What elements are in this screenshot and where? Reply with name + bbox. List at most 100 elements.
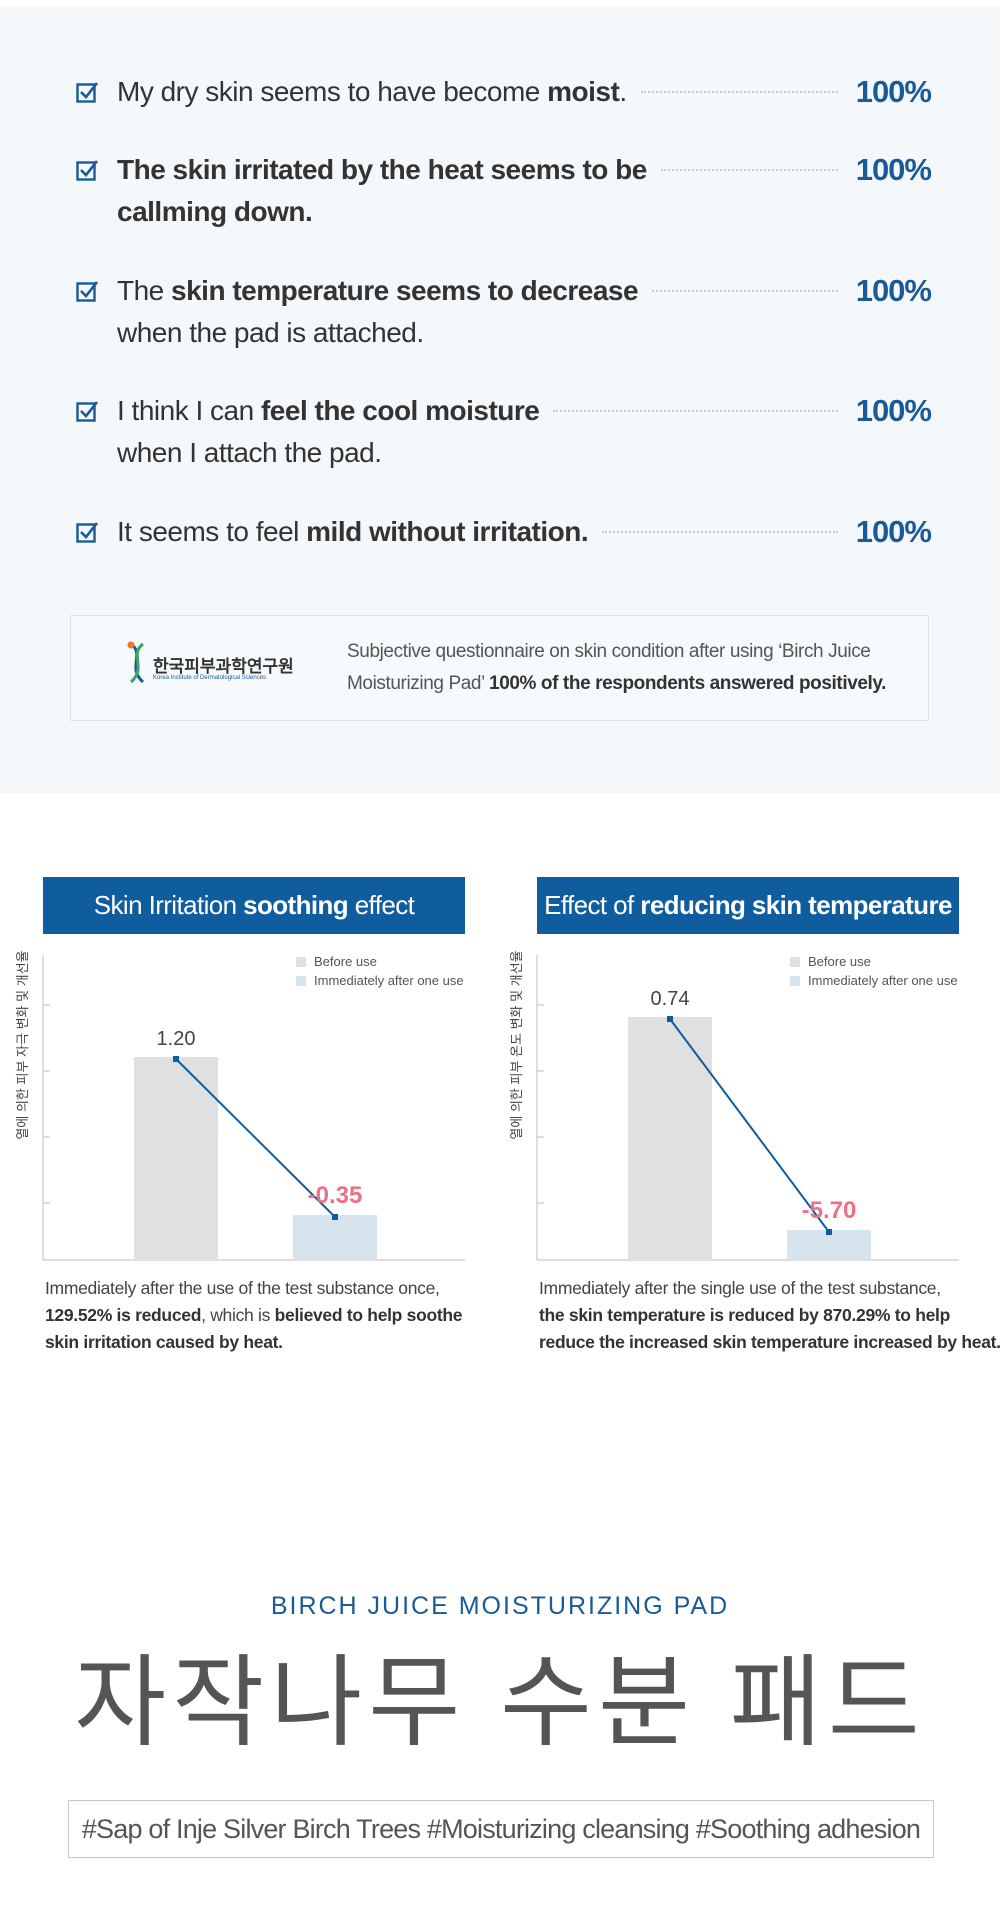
note-line: Subjective questionnaire on skin conditi… bbox=[347, 641, 871, 662]
y-axis-label: 열에 의한 피부 온도 변화 및 개선율 bbox=[509, 950, 524, 1139]
text: I think I can bbox=[117, 395, 261, 426]
bold-text: mild without irritation. bbox=[306, 516, 589, 547]
chart-plot: 열에 의한 피부 자극 변화 및 개선율 Before use Immediatel… bbox=[15, 950, 465, 1261]
checkbox bbox=[76, 401, 98, 422]
text: Immediately after the use of the test su… bbox=[45, 1278, 440, 1298]
survey-item: It seems to feel mild without irritation… bbox=[76, 512, 932, 552]
item-row: The skin temperature seems to decrease 10… bbox=[76, 271, 932, 311]
text: , which is bbox=[201, 1305, 275, 1325]
percent: 100% bbox=[855, 514, 932, 549]
checkbox bbox=[76, 82, 98, 103]
legend-swatch bbox=[790, 976, 800, 986]
percent: 100% bbox=[855, 74, 932, 109]
percent: 100% bbox=[855, 273, 932, 308]
chart-caption: Immediately after the use of the test su… bbox=[45, 1275, 515, 1356]
item-line: when I attach the pad. bbox=[117, 431, 931, 475]
caption-line: the skin temperature is reduced by 870.2… bbox=[539, 1302, 1000, 1329]
note-plain: Moisturizing Pad’ bbox=[347, 673, 490, 694]
legend-swatch bbox=[790, 957, 800, 967]
item-row: I think I can feel the cool moisture 100% bbox=[76, 391, 932, 431]
point bbox=[173, 1056, 179, 1062]
percent: 100% bbox=[855, 152, 932, 187]
legend-label: Immediately after one use bbox=[314, 973, 464, 988]
point bbox=[332, 1214, 338, 1220]
point bbox=[667, 1016, 673, 1022]
leader bbox=[652, 290, 838, 292]
item-text: The skin irritated by the heat seems to … bbox=[117, 154, 647, 186]
legend-label: Before use bbox=[808, 954, 871, 969]
chart-plot: 열에 의한 피부 온도 변화 및 개선율 Before use Immediatel… bbox=[509, 950, 959, 1261]
item-line: callming down. bbox=[117, 190, 931, 234]
logo-kr: 한국피부과학연구원 bbox=[153, 657, 294, 676]
value-label: 0.74 bbox=[651, 988, 690, 1010]
product-subtitle: BIRCH JUICE MOISTURIZING PAD bbox=[270, 1592, 730, 1620]
note-text: Subjective questionnaire on skin conditi… bbox=[347, 636, 886, 700]
bold-text: believed to help soothe bbox=[274, 1305, 463, 1325]
item-row: The skin irritated by the heat seems to … bbox=[76, 150, 932, 190]
product-title: 자작나무 수분 패드 bbox=[74, 1647, 926, 1759]
bold-text: The skin irritated by the heat seems to … bbox=[117, 154, 647, 185]
checkbox bbox=[76, 160, 98, 181]
text: when the pad is attached. bbox=[117, 317, 424, 348]
bold-text: the skin temperature is reduced by 870.2… bbox=[539, 1305, 950, 1325]
item-text: I think I can feel the cool moisture bbox=[117, 395, 540, 427]
chart-header: Effect of reducing skin temperature bbox=[537, 877, 959, 934]
item-text: My dry skin seems to have become moist. bbox=[117, 76, 627, 108]
survey-item: The skin irritated by the heat seems to … bbox=[76, 150, 932, 234]
bold-text: soothing bbox=[243, 890, 349, 920]
trend-line bbox=[669, 1018, 830, 1233]
leader bbox=[660, 169, 838, 171]
note-bold: 100% of the respondents answered positiv… bbox=[489, 673, 887, 694]
value-label: -0.35 bbox=[308, 1182, 363, 1209]
legend-label: Before use bbox=[314, 954, 377, 969]
caption-line: skin irritation caused by heat. bbox=[45, 1329, 515, 1356]
bold-text: reducing skin temperature bbox=[640, 890, 952, 920]
text: . bbox=[619, 76, 627, 107]
caption-line: Immediately after the single use of the … bbox=[539, 1275, 1000, 1302]
checkbox bbox=[76, 281, 98, 302]
value-label: 1.20 bbox=[157, 1028, 196, 1050]
checkbox bbox=[76, 522, 98, 543]
chart-header: Skin Irritation soothing effect bbox=[43, 877, 465, 934]
text: when I attach the pad. bbox=[117, 437, 382, 468]
logo-en: Korea Institute of Dermatological Scienc… bbox=[153, 675, 267, 681]
note-box: 한국피부과학연구원 Korea Institute of Dermatologi… bbox=[70, 615, 929, 721]
caption-line: Immediately after the use of the test su… bbox=[45, 1275, 515, 1302]
logo-icon bbox=[127, 641, 145, 684]
y-axis-label: 열에 의한 피부 자극 변화 및 개선율 bbox=[15, 950, 30, 1139]
bold-text: reduce the increased skin temperature in… bbox=[539, 1332, 1000, 1352]
survey-item: The skin temperature seems to decrease 10… bbox=[76, 271, 932, 355]
legend-swatch bbox=[296, 976, 306, 986]
percent: 100% bbox=[855, 393, 932, 428]
leader bbox=[602, 531, 838, 533]
item-text: It seems to feel mild without irritation… bbox=[117, 516, 589, 548]
survey-item: My dry skin seems to have become moist. 1… bbox=[76, 72, 932, 112]
leader bbox=[553, 410, 838, 412]
bar-before bbox=[628, 1017, 712, 1260]
item-row: It seems to feel mild without irritation… bbox=[76, 512, 932, 552]
text: effect bbox=[348, 890, 415, 920]
legend-label: Immediately after one use bbox=[808, 973, 958, 988]
bold-text: feel the cool moisture bbox=[260, 395, 540, 426]
text: Immediately after the single use of the … bbox=[539, 1278, 941, 1298]
bold-text: moist bbox=[547, 76, 620, 107]
survey-item: I think I can feel the cool moisture 100%… bbox=[76, 391, 932, 475]
value-label: -5.70 bbox=[802, 1197, 857, 1224]
chart-caption: Immediately after the single use of the … bbox=[539, 1275, 1000, 1356]
legend-swatch bbox=[296, 957, 306, 967]
point bbox=[826, 1229, 832, 1235]
note-line: Moisturizing Pad’ 100% of the respondent… bbox=[347, 668, 886, 700]
bold-text: skin irritation caused by heat. bbox=[45, 1332, 283, 1352]
text: Skin Irritation bbox=[93, 890, 244, 920]
leader bbox=[640, 91, 838, 93]
bold-text: skin temperature seems to decrease bbox=[171, 275, 639, 306]
item-text: The skin temperature seems to decrease bbox=[117, 275, 639, 307]
bar-before bbox=[134, 1057, 218, 1260]
text: Effect of bbox=[544, 890, 641, 920]
trend-line bbox=[175, 1058, 336, 1218]
bar-after bbox=[293, 1215, 377, 1260]
caption-line: reduce the increased skin temperature in… bbox=[539, 1329, 1000, 1356]
bold-text: 129.52% is reduced bbox=[45, 1305, 202, 1325]
text: My dry skin seems to have become bbox=[117, 76, 548, 107]
item-line: when the pad is attached. bbox=[117, 311, 931, 355]
